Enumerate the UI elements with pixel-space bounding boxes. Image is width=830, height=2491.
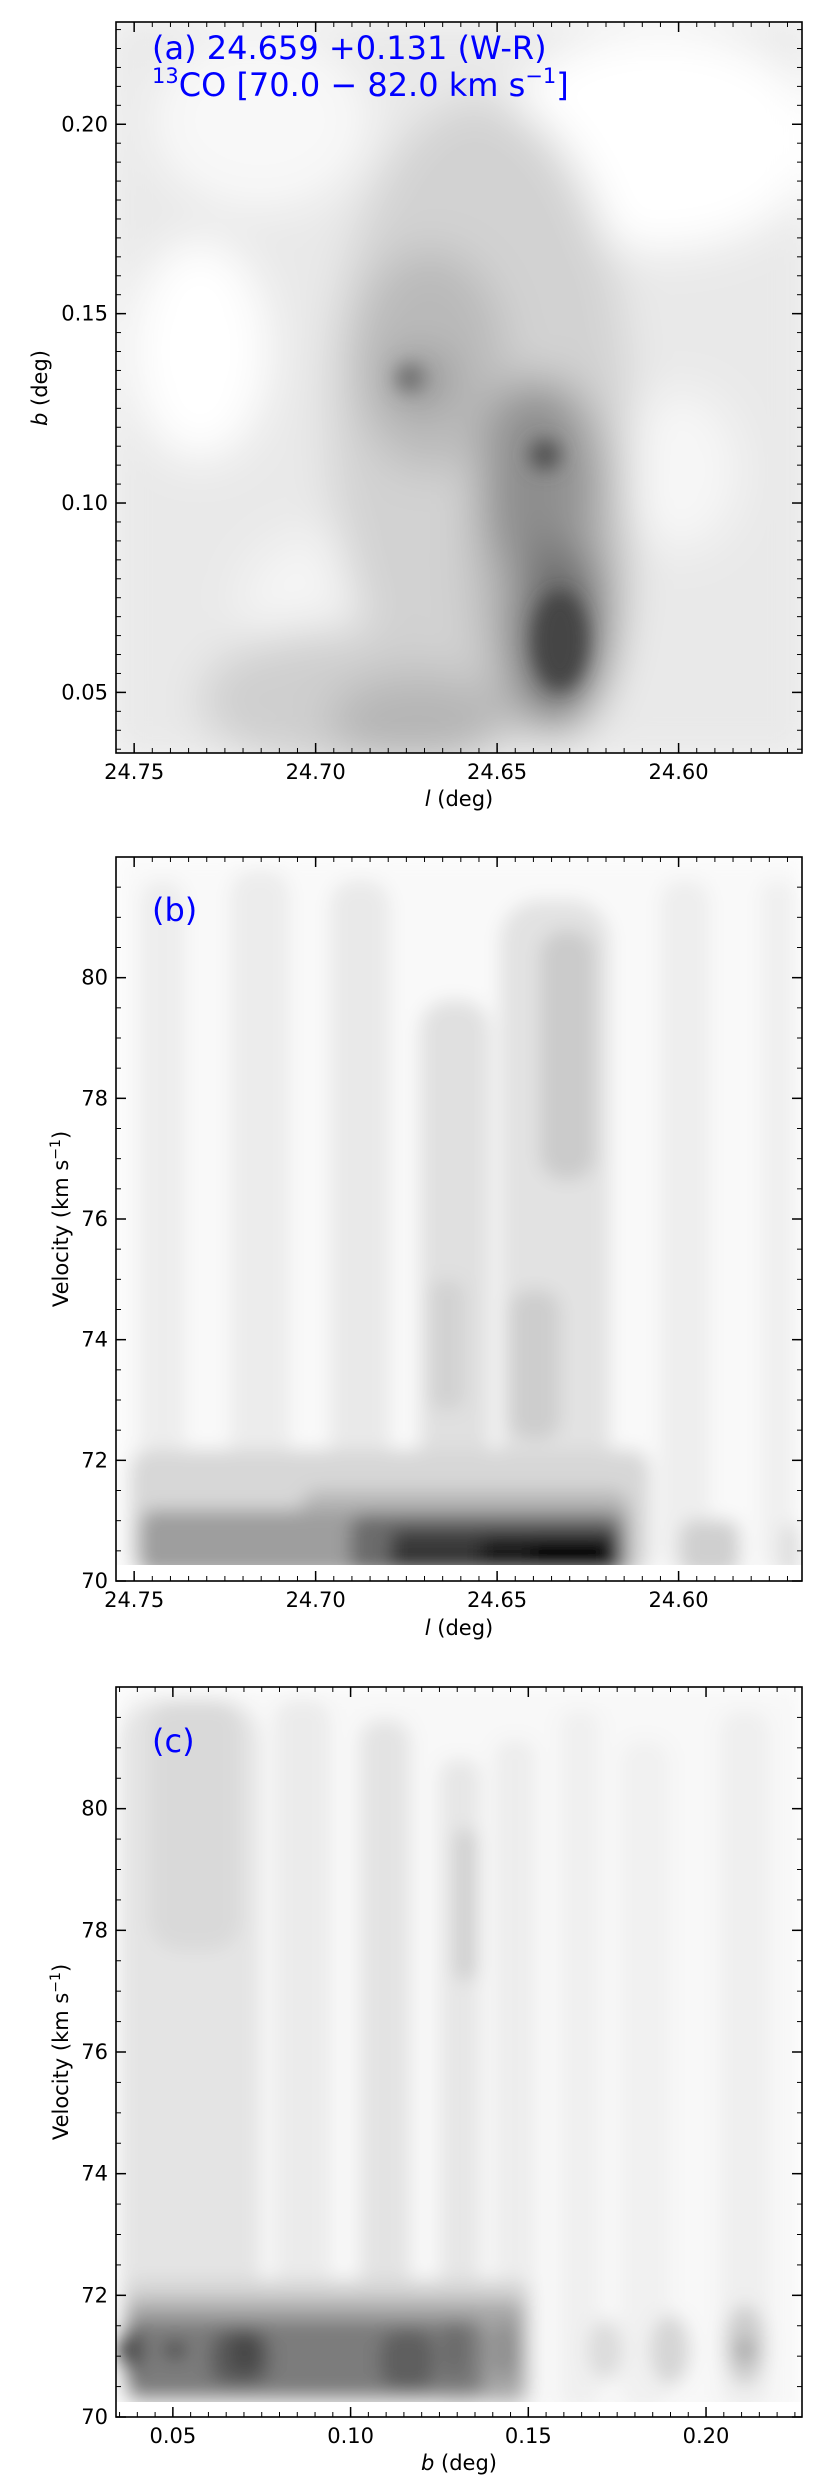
panel-b-ylabel: Velocity (km s−1): [48, 1131, 73, 1307]
y-tick-label: 0.05: [61, 680, 108, 704]
panel-b: 24.75 24.70 24.65 24.60 70 72 74 76 78 80 (b) l (…: [48, 856, 803, 1640]
panel-c-contour-fill: [116, 1687, 802, 2417]
panel-a-title-line2: 13CO [70.0 − 82.0 km s−1]: [152, 64, 569, 104]
x-tick-label: 0.05: [149, 2424, 196, 2448]
panel-a-ylabel: b (deg): [28, 350, 52, 426]
panel-b-xlabel: l (deg): [425, 1616, 494, 1640]
panel-c-ylabel: Velocity (km s−1): [48, 1964, 73, 2140]
panel-a-frame: [115, 21, 803, 754]
panel-a-xlabel: l (deg): [425, 787, 494, 811]
panel-a-contour-peaks: [396, 364, 586, 688]
panel-c-ticks: 0.05 0.10 0.15 0.20 70 72 74 76 78 80: [81, 1686, 802, 2448]
y-tick-label: 0.10: [61, 491, 108, 515]
panel-a-contour-map: [116, 22, 802, 753]
y-tick-label: 74: [81, 1328, 108, 1352]
panel-a-contour-fill: [116, 22, 802, 753]
panel-a-ticks: 24.75 24.70 24.65 24.60 0.05 0.10 0.15 0.20: [61, 22, 802, 784]
x-tick-label: 24.65: [467, 760, 527, 784]
y-tick-label: 76: [81, 2040, 108, 2064]
x-tick-label: 0.15: [505, 2424, 552, 2448]
y-tick-label: 72: [81, 1448, 108, 1472]
panel-a-title-line1: (a) 24.659 +0.131 (W-R): [152, 29, 547, 67]
x-tick-label: 24.70: [286, 1588, 346, 1612]
y-tick-label: 70: [81, 1569, 108, 1593]
y-tick-label: 80: [81, 1797, 108, 1821]
panel-c-contour-map: [116, 1687, 802, 2417]
panel-c: 0.05 0.10 0.15 0.20 70 72 74 76 78 80 (c) b (deg)…: [48, 1686, 803, 2475]
panel-b-contour-fill: [116, 857, 802, 1581]
y-tick-label: 78: [81, 1918, 108, 1942]
y-tick-label: 80: [81, 966, 108, 990]
panel-c-title: (c): [152, 1722, 195, 1760]
y-tick-label: 70: [81, 2405, 108, 2429]
x-tick-label: 0.10: [327, 2424, 374, 2448]
x-tick-label: 24.60: [649, 760, 709, 784]
panel-b-contour-map: [116, 857, 802, 1581]
panel-b-ticks: 24.75 24.70 24.65 24.60 70 72 74 76 78 80: [81, 856, 802, 1612]
panel-a: 24.75 24.70 24.65 24.60 0.05 0.10 0.15 0.20 (a)…: [28, 21, 803, 811]
x-tick-label: 24.65: [467, 1588, 527, 1612]
x-tick-label: 24.60: [649, 1588, 709, 1612]
x-tick-label: 0.20: [683, 2424, 730, 2448]
panel-b-title: (b): [152, 891, 197, 929]
y-tick-label: 78: [81, 1086, 108, 1110]
x-tick-label: 24.70: [286, 760, 346, 784]
y-tick-label: 72: [81, 2283, 108, 2307]
y-tick-label: 74: [81, 2162, 108, 2186]
x-tick-label: 24.75: [104, 760, 164, 784]
y-tick-label: 0.15: [61, 302, 108, 326]
x-tick-label: 24.75: [104, 1588, 164, 1612]
panel-c-xlabel: b (deg): [421, 2451, 497, 2475]
y-tick-label: 0.20: [61, 112, 108, 136]
y-tick-label: 76: [81, 1207, 108, 1231]
